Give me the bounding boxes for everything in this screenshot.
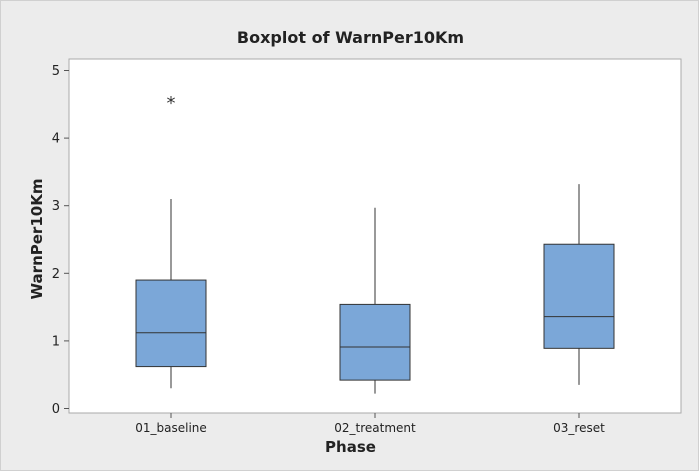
x-tick-label: 03_reset: [553, 421, 605, 435]
y-tick-label: 4: [52, 132, 60, 147]
x-tick-label: 02_treatment: [334, 421, 416, 435]
y-tick-label: 1: [52, 334, 60, 349]
y-axis-label: WarnPer10Km: [28, 178, 46, 300]
x-axis-label: Phase: [325, 438, 376, 456]
y-tick-label: 5: [52, 64, 60, 79]
chart-title: Boxplot of WarnPer10Km: [236, 28, 465, 47]
box-02_treatment: [339, 303, 411, 381]
y-tick-label: 0: [52, 402, 60, 417]
y-tick-label: 2: [52, 267, 60, 282]
x-tick-label: 01_baseline: [135, 421, 207, 435]
box-01_baseline: [135, 279, 207, 368]
outlier-point: *: [167, 93, 176, 114]
y-tick-label: 3: [52, 199, 60, 214]
box-03_reset: [543, 243, 615, 349]
